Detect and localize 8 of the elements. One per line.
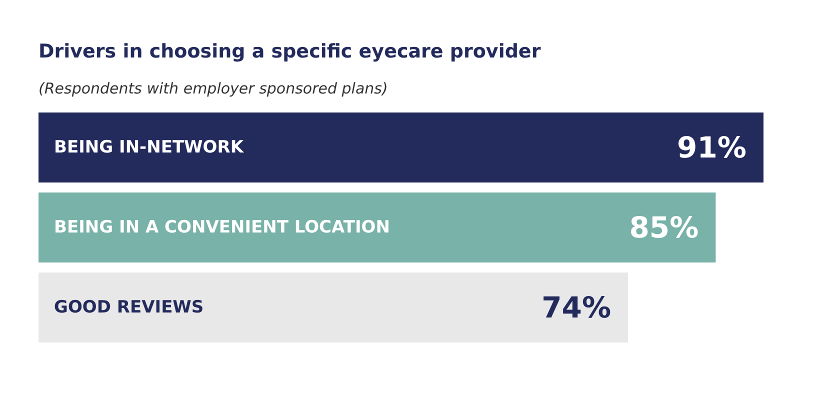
y-tick-label: GOOD REVIEWS bbox=[54, 298, 204, 318]
data-label: 85% bbox=[629, 210, 699, 244]
chart-subtitle: (Respondents with employer sponsored plans) bbox=[38, 80, 388, 98]
chart-title: Drivers in choosing a specific eyecare provider bbox=[38, 40, 542, 62]
y-tick-label: BEING IN A CONVENIENT LOCATION bbox=[54, 218, 390, 238]
data-label: 91% bbox=[677, 130, 746, 164]
data-label: 74% bbox=[542, 290, 612, 324]
y-tick-label: BEING IN-NETWORK bbox=[54, 138, 244, 158]
